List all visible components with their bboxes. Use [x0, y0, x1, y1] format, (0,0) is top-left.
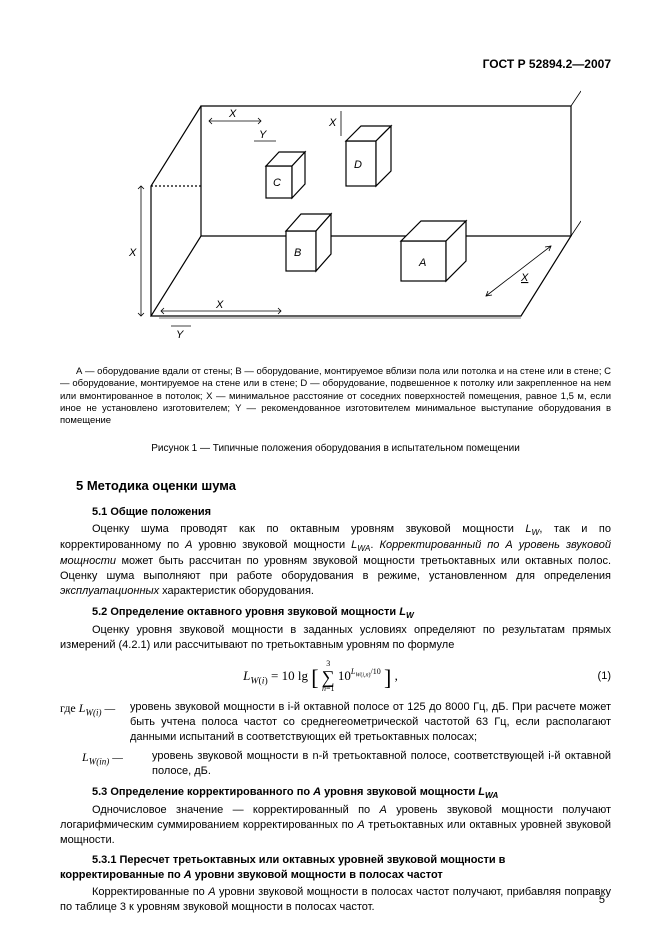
svg-text:X: X — [128, 247, 137, 259]
svg-text:X: X — [228, 108, 237, 120]
section-5-heading: 5 Методика оценки шума — [60, 477, 611, 495]
svg-text:X: X — [328, 117, 337, 129]
page-number: 5 — [599, 893, 605, 908]
svg-text:X: X — [520, 272, 529, 284]
section-5-3-heading: 5.3 Определение корректированного по А у… — [60, 785, 611, 801]
legend-text: А — оборудование вдали от стены; В — обо… — [60, 366, 611, 426]
section-5-1-p1: Оценку шума проводят как по октавным уро… — [60, 522, 611, 599]
svg-text:C: C — [273, 177, 281, 189]
section-5-3-1-heading: 5.3.1 Пересчет третьоктавных или октавны… — [60, 853, 611, 883]
svg-text:D: D — [354, 159, 362, 171]
section-5-1-heading: 5.1 Общие положения — [60, 505, 611, 520]
svg-text:Y: Y — [259, 129, 267, 141]
formula-1: LW(i) = 10 lg [ 3 ∑ n=1 10LW(i,n)/10 ] ,… — [60, 659, 611, 695]
figure-caption: Рисунок 1 — Типичные положения оборудова… — [60, 442, 611, 456]
where-1: где LW(i) — уровень звуковой мощности в … — [60, 700, 611, 745]
section-5-3-p1: Одночисловое значение — корректированный… — [60, 803, 611, 848]
formula-1-num: (1) — [581, 669, 611, 684]
figure-legend: А — оборудование вдали от стены; В — обо… — [60, 366, 611, 428]
where-2: LW(in) — уровень звуковой мощности в n-й… — [60, 749, 611, 779]
figure-1: A B C — [60, 86, 611, 356]
doc-code: ГОСТ Р 52894.2—2007 — [483, 56, 611, 72]
svg-text:A: A — [418, 257, 426, 269]
formula-1-expr: LW(i) = 10 lg [ 3 ∑ n=1 10LW(i,n)/10 ] , — [60, 659, 581, 695]
section-5-2-heading: 5.2 Определение октавного уровня звуково… — [60, 605, 611, 621]
section-5-3-1-p1: Корректированные по А уровни звуковой мо… — [60, 885, 611, 915]
svg-text:Y: Y — [176, 329, 184, 341]
svg-text:X: X — [215, 299, 224, 311]
section-5-2-p1: Оценку уровня звуковой мощности в заданн… — [60, 623, 611, 653]
svg-text:B: B — [294, 247, 301, 259]
